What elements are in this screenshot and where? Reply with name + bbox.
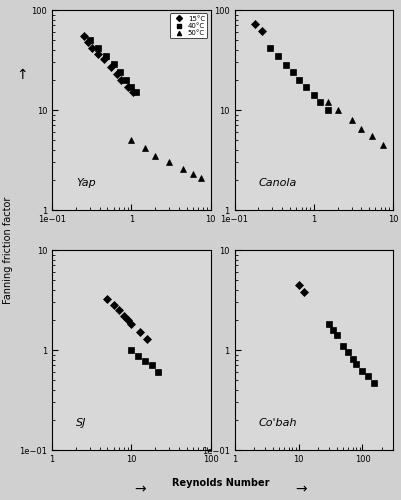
- Text: Fanning friction factor: Fanning friction factor: [3, 196, 13, 304]
- Text: Yap: Yap: [76, 178, 96, 188]
- Text: Reynolds Number: Reynolds Number: [172, 478, 269, 488]
- Text: Co'bah: Co'bah: [258, 418, 297, 428]
- Text: SJ: SJ: [76, 418, 86, 428]
- Text: Canola: Canola: [258, 178, 297, 188]
- Text: ↑: ↑: [16, 68, 28, 82]
- Legend: 15°C, 40°C, 50°C: 15°C, 40°C, 50°C: [170, 14, 207, 38]
- Text: →: →: [295, 482, 306, 496]
- Text: →: →: [135, 482, 146, 496]
